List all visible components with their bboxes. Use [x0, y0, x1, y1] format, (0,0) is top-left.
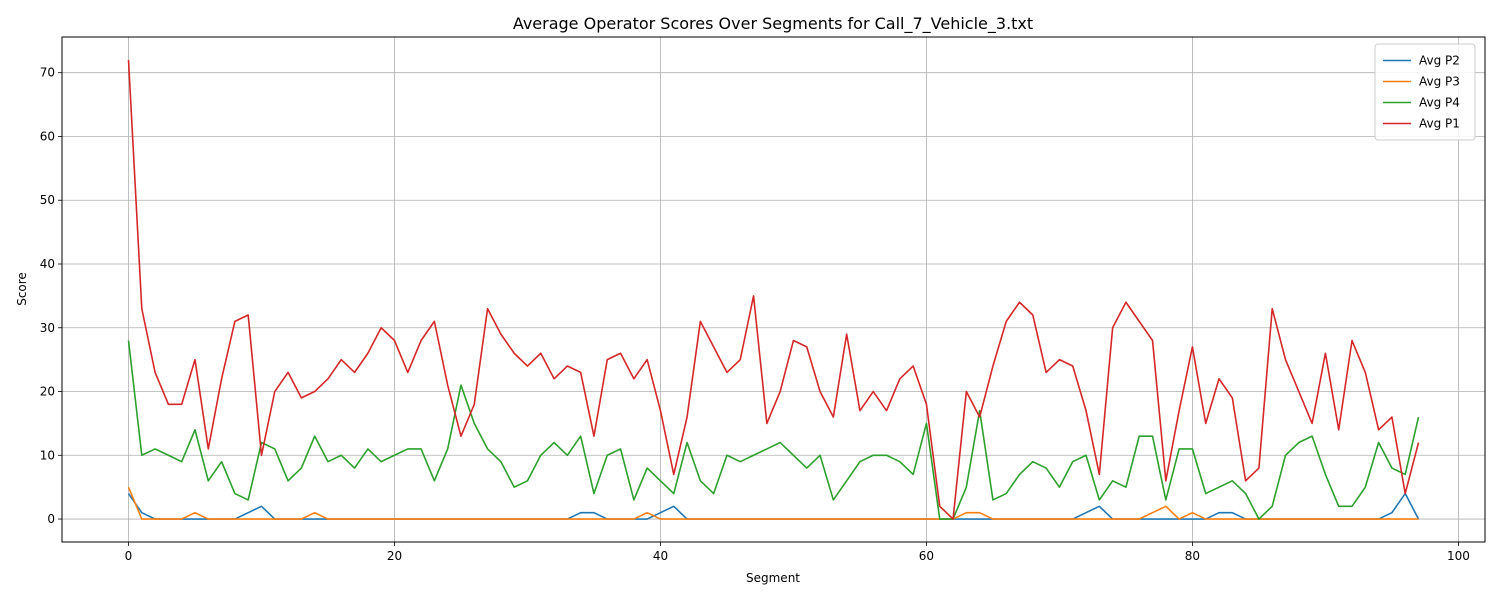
y-axis: 0 10 20 30 40 50 60 70: [40, 66, 62, 526]
chart-title: Average Operator Scores Over Segments fo…: [513, 14, 1033, 34]
y-tick-label: 20: [40, 385, 55, 399]
y-axis-label: Score: [15, 272, 29, 306]
plot-frame: [61, 36, 1486, 543]
x-axis: 0 20 40 60 80 100: [125, 542, 1470, 563]
y-tick-label: 40: [40, 257, 55, 271]
series-line-avg-p4: [127, 340, 1420, 520]
x-tick-label: 0: [125, 549, 133, 563]
x-axis-label: Segment: [746, 571, 800, 585]
x-tick-label: 20: [387, 549, 402, 563]
series-line-avg-p3: [127, 486, 1419, 520]
y-tick-label: 0: [47, 512, 55, 526]
y-tick-label: 60: [40, 129, 55, 143]
legend: Avg P2 Avg P3 Avg P4 Avg P1: [1374, 43, 1476, 141]
x-tick-label: 80: [1185, 549, 1200, 563]
legend-label: Avg P2: [1419, 54, 1460, 68]
x-tick-label: 60: [919, 549, 934, 563]
legend-box: [1374, 43, 1476, 141]
series-line-avg-p1: [127, 59, 1420, 520]
legend-label: Avg P4: [1419, 96, 1460, 110]
y-tick-label: 70: [40, 66, 55, 80]
x-tick-label: 100: [1447, 549, 1470, 563]
legend-label: Avg P3: [1419, 75, 1460, 89]
y-tick-label: 50: [40, 193, 55, 207]
legend-label: Avg P1: [1419, 117, 1460, 131]
x-tick-label: 40: [653, 549, 668, 563]
y-tick-label: 10: [40, 448, 55, 462]
y-tick-label: 30: [40, 321, 55, 335]
series-lines: [127, 59, 1420, 520]
